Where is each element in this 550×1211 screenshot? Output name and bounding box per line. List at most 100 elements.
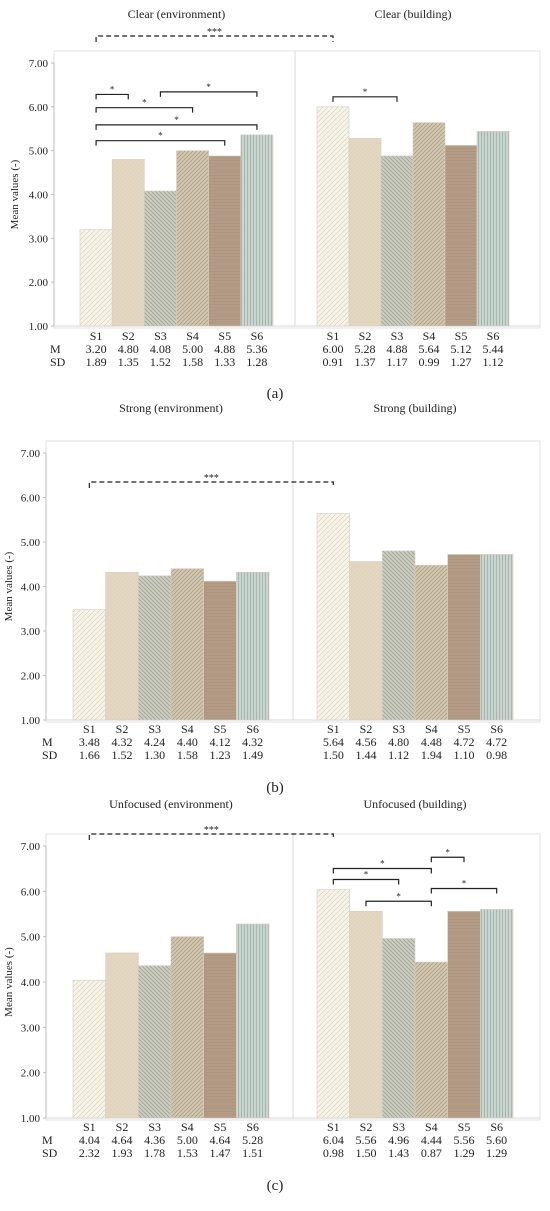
mean-value: 4.88 bbox=[214, 342, 235, 356]
mean-value: 4.32 bbox=[242, 735, 263, 749]
significance-label: *** bbox=[204, 473, 219, 484]
panel-label: (c) bbox=[267, 1178, 284, 1194]
mean-value: 4.80 bbox=[388, 735, 409, 749]
category-label: S3 bbox=[392, 722, 405, 736]
bar-s5 bbox=[444, 145, 478, 327]
sd-value: 1.33 bbox=[214, 355, 235, 369]
y-tick-label: 2.00 bbox=[21, 671, 41, 683]
bar-s5 bbox=[203, 952, 237, 1119]
bar-s4 bbox=[170, 568, 204, 721]
bar-s5 bbox=[203, 580, 237, 721]
sd-value: 1.50 bbox=[323, 748, 344, 762]
significance-bracket bbox=[95, 93, 129, 100]
mean-value: 4.72 bbox=[454, 735, 475, 749]
mean-value: 4.72 bbox=[486, 735, 507, 749]
y-axis-label: Mean values (-) bbox=[3, 551, 15, 621]
mean-value: 4.88 bbox=[387, 342, 408, 356]
bar-s1 bbox=[316, 889, 350, 1119]
sd-value: 0.98 bbox=[486, 748, 507, 762]
mean-value: 3.48 bbox=[79, 735, 100, 749]
mean-value: 5.00 bbox=[177, 1133, 198, 1147]
significance-label: * bbox=[380, 859, 385, 869]
significance-label: * bbox=[174, 115, 179, 125]
significance-bracket bbox=[430, 856, 465, 863]
mean-value: 5.64 bbox=[419, 342, 440, 356]
category-label: S4 bbox=[425, 1120, 438, 1134]
significance-bracket bbox=[95, 124, 258, 130]
significance-label: * bbox=[445, 847, 450, 857]
chart-panel-b: 1.00 2.00 3.00 4.00 5.00 6.00 7.00 Mean values … bbox=[3, 401, 541, 796]
significance-label: * bbox=[363, 87, 368, 97]
bar-s3 bbox=[382, 938, 416, 1119]
bar-s1 bbox=[79, 229, 113, 327]
sd-value: 1.78 bbox=[144, 1146, 165, 1160]
category-label: S5 bbox=[458, 722, 471, 736]
mean-value: 4.40 bbox=[177, 735, 198, 749]
bar-s2 bbox=[349, 561, 383, 721]
sd-value: 0.98 bbox=[323, 1146, 344, 1160]
bar-s5 bbox=[447, 910, 481, 1119]
mean-value: 4.32 bbox=[112, 735, 133, 749]
category-label: S5 bbox=[455, 329, 468, 343]
category-label: S4 bbox=[423, 329, 436, 343]
chart-panel-a: 1.00 2.00 3.00 4.00 5.00 6.00 7.00 Mean values … bbox=[9, 7, 541, 402]
y-axis-label: Mean values (-) bbox=[3, 947, 15, 1017]
significance-bracket-dashed bbox=[88, 481, 334, 488]
bar-s4 bbox=[414, 564, 448, 721]
significance-label: * bbox=[206, 82, 211, 92]
sd-value: 1.35 bbox=[118, 355, 139, 369]
category-label: S1 bbox=[327, 329, 340, 343]
row-label-sd: SD bbox=[42, 1146, 58, 1160]
category-label: S5 bbox=[218, 329, 231, 343]
mean-value: 5.36 bbox=[246, 342, 267, 356]
bar-s3 bbox=[382, 550, 416, 721]
sd-value: 1.89 bbox=[86, 355, 107, 369]
mean-value: 4.36 bbox=[144, 1133, 165, 1147]
mean-value: 4.80 bbox=[118, 342, 139, 356]
y-tick-label: 5.00 bbox=[29, 146, 49, 158]
y-tick-label: 5.00 bbox=[21, 537, 41, 549]
sd-value: 1.37 bbox=[355, 355, 376, 369]
y-tick-label: 1.00 bbox=[21, 715, 41, 727]
mean-value: 4.24 bbox=[144, 735, 165, 749]
y-tick-label: 4.00 bbox=[29, 190, 49, 202]
category-label: S5 bbox=[214, 1120, 227, 1134]
bar-s6 bbox=[480, 909, 514, 1119]
y-tick-label: 5.00 bbox=[21, 932, 41, 944]
category-label: S6 bbox=[246, 1120, 259, 1134]
significance-label: * bbox=[110, 84, 115, 94]
y-tick-label: 6.00 bbox=[29, 102, 49, 114]
bar-s2 bbox=[105, 571, 139, 721]
bar-s1 bbox=[316, 106, 350, 327]
bar-s2 bbox=[348, 138, 382, 327]
significance-bracket-dashed bbox=[88, 833, 334, 840]
sd-value: 1.51 bbox=[242, 1146, 263, 1160]
y-tick-label: 3.00 bbox=[29, 233, 49, 245]
mean-value: 5.44 bbox=[483, 342, 504, 356]
y-tick-label: 3.00 bbox=[21, 626, 41, 638]
significance-bracket bbox=[159, 91, 258, 97]
category-label: S2 bbox=[116, 1120, 129, 1134]
category-label: S4 bbox=[425, 722, 438, 736]
y-tick-label: 7.00 bbox=[29, 58, 49, 70]
bar-s4 bbox=[412, 122, 446, 327]
category-label: S6 bbox=[490, 722, 503, 736]
y-tick-label: 2.00 bbox=[29, 277, 49, 289]
panel-label: (b) bbox=[266, 780, 284, 796]
y-tick-label: 6.00 bbox=[21, 886, 41, 898]
sd-value: 1.53 bbox=[177, 1146, 198, 1160]
bar-s1 bbox=[72, 979, 106, 1119]
category-label: S1 bbox=[83, 1120, 96, 1134]
sd-value: 1.52 bbox=[112, 748, 133, 762]
y-tick-label: 7.00 bbox=[21, 841, 41, 853]
category-label: S6 bbox=[251, 329, 264, 343]
mean-value: 4.64 bbox=[210, 1133, 231, 1147]
bar-s5 bbox=[447, 554, 481, 721]
panel-label: (a) bbox=[267, 386, 284, 402]
sd-value: 1.43 bbox=[388, 1146, 409, 1160]
significance-bracket bbox=[95, 107, 194, 113]
sd-value: 1.29 bbox=[454, 1146, 475, 1160]
row-label-m: M bbox=[42, 1133, 53, 1147]
category-label: S3 bbox=[154, 329, 167, 343]
